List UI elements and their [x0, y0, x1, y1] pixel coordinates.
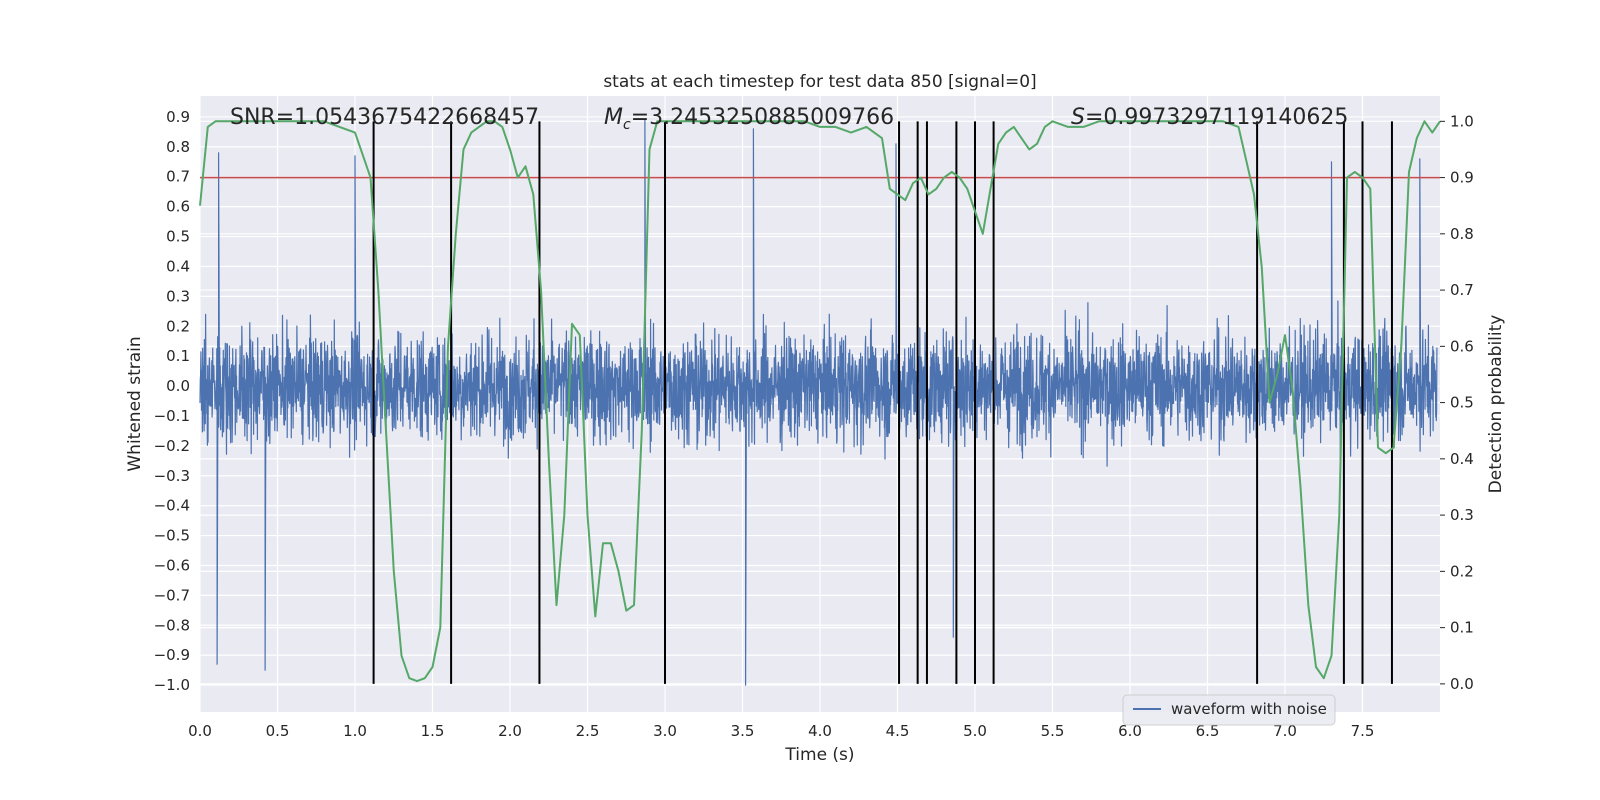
y-right-tick-label: 0.8: [1450, 225, 1474, 243]
x-tick-label: 5.5: [1041, 722, 1065, 740]
y-left-tick-label: −0.4: [154, 497, 190, 515]
x-tick-label: 7.0: [1273, 722, 1297, 740]
y-right-tick-label: 0.2: [1450, 562, 1474, 580]
x-tick-label: 4.5: [886, 722, 910, 740]
y-right-tick-label: 1.0: [1450, 112, 1474, 130]
y-axis-label-left: Whitened strain: [125, 336, 145, 471]
y-left-tick-label: 0.4: [166, 257, 190, 275]
s-symbol: S: [1071, 105, 1085, 130]
y-left-tick-label: −0.9: [154, 646, 190, 664]
x-tick-label: 2.5: [576, 722, 600, 740]
y-left-tick-label: −0.3: [154, 467, 190, 485]
y-left-tick-label: 0.6: [166, 198, 190, 216]
y-left-tick-label: 0.9: [166, 108, 190, 126]
y-right-tick-label: 0.5: [1450, 394, 1474, 412]
legend-box: [1122, 694, 1336, 726]
y-left-tick-label: 0.0: [166, 377, 190, 395]
y-right-tick-label: 0.6: [1450, 337, 1474, 355]
x-tick-label: 0.5: [266, 722, 290, 740]
s-value: =0.9973297119140625: [1085, 105, 1348, 130]
probability-line: [199, 120, 1441, 683]
y-left-tick-label: −0.6: [154, 556, 190, 574]
y-left-tick-label: −0.8: [154, 616, 190, 634]
x-tick-label: 6.0: [1118, 722, 1142, 740]
x-tick-label: 7.5: [1351, 722, 1375, 740]
x-tick-label: 1.0: [343, 722, 367, 740]
y-left-tick-label: 0.3: [166, 287, 190, 305]
chart-title: stats at each timestep for test data 850…: [603, 72, 1036, 92]
y-left-tick-label: −0.1: [154, 407, 190, 425]
y-left-tick-label: 0.2: [166, 317, 190, 335]
y-left-tick-label: 0.8: [166, 138, 190, 156]
waveform-series: [199, 119, 1438, 686]
x-tick-label: 1.5: [421, 722, 445, 740]
y-left-tick-label: 0.5: [166, 228, 190, 246]
x-tick-label: 3.5: [731, 722, 755, 740]
x-axis-label: Time (s): [784, 745, 854, 765]
y-left-tick-label: −0.7: [154, 586, 190, 604]
y-right-tick-label: 0.7: [1450, 281, 1474, 299]
y-left-tick-label: −1.0: [154, 676, 190, 694]
snr-annotation: SNR=1.0543675422668457: [230, 105, 539, 130]
y-right-tick-label: 0.3: [1450, 506, 1474, 524]
x-tick-label: 0.0: [188, 722, 212, 740]
y-left-tick-label: −0.5: [154, 527, 190, 545]
y-left-tick-label: −0.2: [154, 437, 190, 455]
waveform-line: [199, 119, 1438, 686]
x-ticks: 0.0 0.5 1.0 1.5 2.0 2.5 3.0 3.5 4.0 4.5 5.0 5.5 6.0 6…: [188, 722, 1374, 740]
legend: waveform with noise: [1122, 694, 1336, 726]
s-annotation: S=0.9973297119140625: [1071, 105, 1348, 130]
probability-series: [199, 120, 1441, 683]
y-ticks-right: 1.0 0.9 0.8 0.7 0.6 0.5 0.4 0.3 0.2 0.1 0.0: [1440, 112, 1474, 693]
x-tick-label: 3.0: [653, 722, 677, 740]
chirp-mass-value: =3.2453250885009766: [631, 105, 894, 130]
chirp-mass-subscript: c: [623, 117, 631, 133]
chirp-mass-annotation: Mc=3.2453250885009766: [604, 105, 894, 133]
vertical-markers: [372, 121, 1393, 684]
y-right-tick-label: 0.0: [1450, 675, 1474, 693]
x-tick-label: 6.5: [1196, 722, 1220, 740]
y-right-tick-label: 0.1: [1450, 619, 1474, 637]
y-right-tick-label: 0.4: [1450, 450, 1474, 468]
x-tick-label: 5.0: [963, 722, 987, 740]
x-tick-label: 4.0: [808, 722, 832, 740]
chirp-mass-symbol: M: [604, 105, 623, 130]
y-axis-label-right: Detection probability: [1486, 315, 1506, 494]
y-ticks-left: 0.9 0.8 0.7 0.6 0.5 0.4 0.3 0.2 0.1 0.0 −0.1 −0.2 −0…: [154, 108, 190, 694]
y-left-tick-label: 0.7: [166, 168, 190, 186]
x-tick-label: 2.0: [498, 722, 522, 740]
y-right-tick-label: 0.9: [1450, 169, 1474, 187]
y-left-tick-label: 0.1: [166, 347, 190, 365]
legend-label: waveform with noise: [1171, 700, 1327, 718]
